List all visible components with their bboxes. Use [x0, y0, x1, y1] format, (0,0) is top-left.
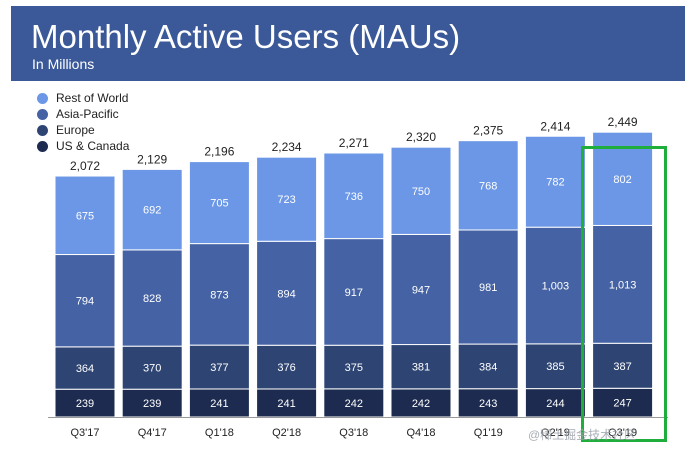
data-label: 873	[210, 289, 228, 301]
data-label: 768	[479, 180, 497, 192]
data-label: 377	[210, 362, 228, 374]
x-tick-label: Q1'18	[205, 427, 234, 439]
chart-title: Monthly Active Users (MAUs)	[31, 18, 461, 55]
x-tick-label: Q4'18	[406, 427, 435, 439]
bar-segment-rest-of-world	[256, 156, 318, 242]
data-label: 828	[143, 293, 161, 305]
legend-swatch-europe	[37, 125, 48, 136]
data-label: 384	[479, 361, 497, 373]
data-label: 917	[345, 287, 363, 299]
data-label: 981	[479, 282, 497, 294]
bar-segment-us-canada	[457, 388, 519, 418]
data-label: 802	[613, 174, 631, 186]
chart-subtitle: In Millions	[32, 56, 95, 72]
data-label: 692	[143, 205, 161, 217]
bar-segment-asia-pacific	[592, 224, 654, 344]
bar-segment-europe	[592, 342, 654, 389]
bar-segment-asia-pacific	[390, 233, 452, 346]
bar-segment-europe	[121, 345, 183, 390]
data-label: 750	[412, 186, 430, 198]
bar-segment-us-canada	[54, 388, 116, 418]
data-label: 370	[143, 363, 161, 375]
legend-label: Rest of World	[56, 91, 129, 105]
data-label: 242	[412, 398, 430, 410]
total-label: 2,375	[473, 124, 503, 138]
data-label: 239	[76, 398, 94, 410]
bar-segment-europe	[390, 344, 452, 390]
data-label: 736	[345, 191, 363, 203]
data-label: 247	[613, 398, 631, 410]
legend-swatch-rest-of-world	[37, 93, 48, 104]
bar-segment-rest-of-world	[524, 135, 586, 228]
data-label: 387	[613, 361, 631, 373]
data-label: 364	[76, 363, 94, 375]
bar-segment-asia-pacific	[188, 243, 250, 346]
x-tick-label: Q2'18	[272, 427, 301, 439]
x-tick-label: Q3'17	[70, 427, 99, 439]
data-label: 794	[76, 296, 94, 308]
x-tick-label: Q3'19	[608, 427, 637, 439]
data-label: 723	[277, 194, 295, 206]
total-label: 2,320	[406, 130, 436, 144]
data-label: 239	[143, 398, 161, 410]
bar-segment-europe	[54, 346, 116, 390]
data-label: 242	[345, 398, 363, 410]
data-label: 1,003	[542, 281, 570, 293]
total-label: 2,234	[272, 140, 302, 154]
data-label: 782	[546, 177, 564, 189]
bar-segment-europe	[188, 344, 250, 390]
total-label: 2,449	[608, 115, 638, 129]
chart-header: Monthly Active Users (MAUs) In Millions	[11, 6, 685, 81]
total-label: 2,072	[70, 159, 100, 173]
bar-segment-europe	[323, 344, 385, 390]
bar-segment-rest-of-world	[390, 146, 452, 235]
data-label: 241	[277, 398, 295, 410]
bar-segment-us-canada	[592, 387, 654, 418]
bar-segment-asia-pacific	[54, 254, 116, 348]
data-label: 385	[546, 361, 564, 373]
bar-segment-europe	[457, 343, 519, 390]
data-label: 1,013	[609, 279, 637, 291]
bar-segment-rest-of-world	[457, 140, 519, 231]
data-label: 675	[76, 210, 94, 222]
bar-segment-us-canada	[524, 388, 586, 418]
legend-label: Europe	[56, 123, 95, 137]
highlight-box	[581, 146, 667, 442]
bar-segment-rest-of-world	[188, 161, 250, 245]
watermark: @稀土掘金技术社区	[528, 428, 637, 442]
x-tick-label: Q1'19	[474, 427, 503, 439]
x-tick-label: Q3'18	[339, 427, 368, 439]
bar-segment-rest-of-world	[54, 175, 116, 256]
legend-label: US & Canada	[56, 139, 130, 153]
data-label: 894	[277, 288, 295, 300]
total-label: 2,196	[204, 145, 234, 159]
bar-segment-rest-of-world	[121, 168, 183, 251]
x-tick-label: Q4'17	[138, 427, 167, 439]
x-tick-label: Q2'19	[541, 427, 570, 439]
bar-segment-asia-pacific	[457, 229, 519, 345]
data-label: 241	[210, 398, 228, 410]
data-label: 244	[546, 398, 564, 410]
legend-swatch-us-canada	[37, 141, 48, 152]
legend-label: Asia-Pacific	[56, 107, 119, 121]
data-label: 705	[210, 198, 228, 210]
data-label: 375	[345, 362, 363, 374]
data-label: 376	[277, 362, 295, 374]
data-label: 381	[412, 362, 430, 374]
bar-segment-asia-pacific	[121, 249, 183, 347]
data-label: 243	[479, 398, 497, 410]
bar-segment-rest-of-world	[323, 152, 385, 240]
total-label: 2,414	[540, 119, 570, 133]
legend-swatch-asia-pacific	[37, 109, 48, 120]
total-label: 2,271	[339, 136, 369, 150]
bar-segment-asia-pacific	[524, 226, 586, 345]
bar-segment-europe	[256, 344, 318, 390]
data-label: 947	[412, 284, 430, 296]
total-label: 2,129	[137, 152, 167, 166]
